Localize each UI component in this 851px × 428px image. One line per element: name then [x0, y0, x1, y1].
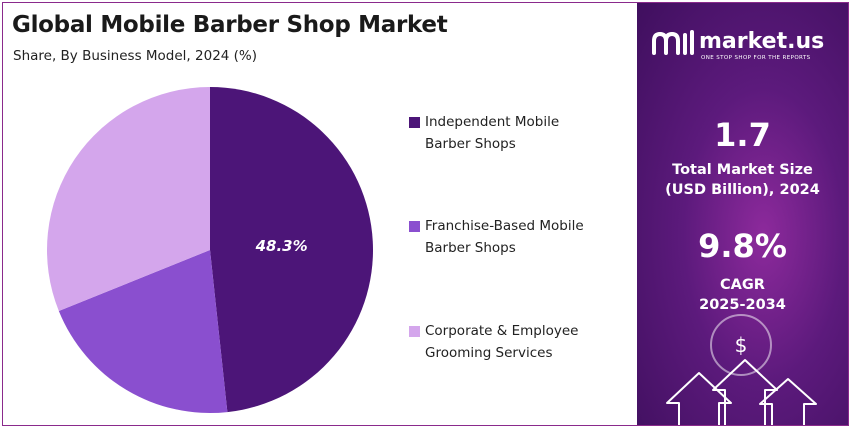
legend-label: Corporate & Employee Grooming Services: [425, 323, 579, 361]
arrow-up-icon: [712, 359, 778, 425]
pie-slice-1: [210, 87, 373, 413]
pie-slice-2: [58, 250, 228, 413]
arrow-up-icon: [666, 372, 732, 425]
pie-chart: 48.3%: [46, 87, 373, 413]
market-size-label-line2: (USD Billion), 2024: [665, 182, 820, 198]
legend-swatch: [409, 117, 420, 128]
legend-item-franchise: Franchise-Based Mobile Barber Shops: [409, 215, 625, 259]
cagr-label-line1: CAGR: [720, 277, 765, 293]
brand-tagline: ONE STOP SHOP FOR THE REPORTS: [701, 55, 811, 61]
brand: market.us ONE STOP SHOP FOR THE REPORTS: [637, 29, 848, 61]
pie-data-label: 48.3%: [255, 237, 308, 255]
legend-label: Independent Mobile Barber Shops: [425, 114, 560, 152]
legend-label: Franchise-Based Mobile Barber Shops: [425, 218, 584, 256]
arrow-up-icon: [759, 378, 817, 425]
legend-item-independent: Independent Mobile Barber Shops: [409, 111, 625, 155]
dollar-icon: $: [734, 333, 748, 357]
chart-subtitle: Share, By Business Model, 2024 (%): [13, 48, 258, 64]
stats-panel: market.us ONE STOP SHOP FOR THE REPORTS …: [637, 3, 848, 425]
market-size-value: 1.7: [714, 116, 771, 154]
market-us-logo-icon: [652, 30, 694, 55]
legend-item-corporate: Corporate & Employee Grooming Services: [409, 320, 625, 364]
cagr-value: 9.8%: [698, 227, 787, 265]
chart-panel: Global Mobile Barber Shop Market Share, …: [12, 12, 625, 413]
decorative-background: [666, 314, 817, 425]
market-size-label-line1: Total Market Size: [672, 162, 813, 178]
legend-swatch: [409, 221, 420, 232]
pie-slice-3: [46, 87, 210, 311]
cagr-label-line2: 2025-2034: [699, 297, 786, 313]
legend-swatch: [409, 326, 420, 337]
chart-title: Global Mobile Barber Shop Market: [12, 12, 448, 38]
brand-name: market.us: [699, 29, 825, 54]
